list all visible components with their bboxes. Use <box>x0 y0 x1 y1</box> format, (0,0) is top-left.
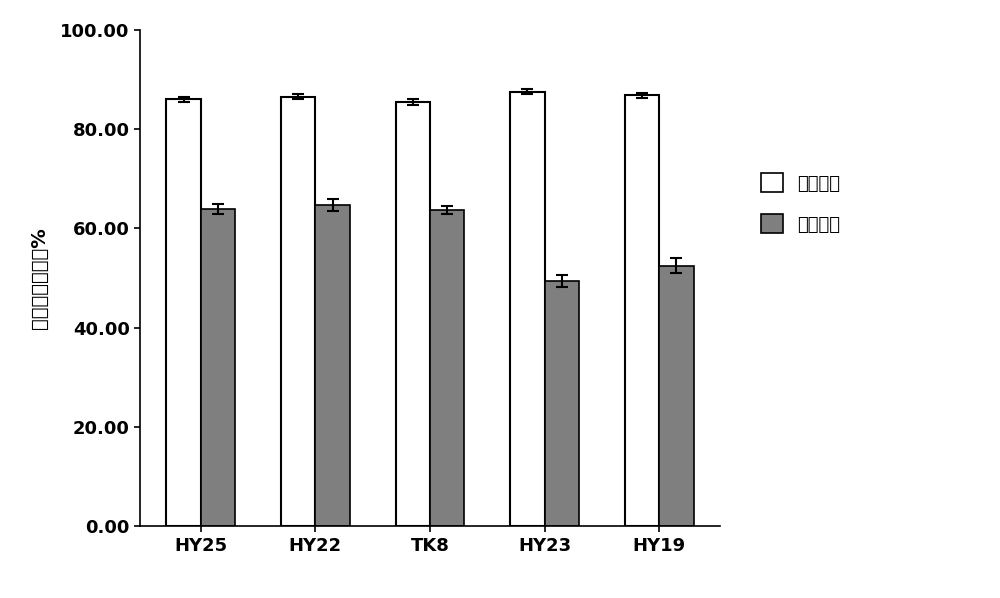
Bar <box>545 280 579 526</box>
Y-axis label: 叶片相对含水量%: 叶片相对含水量% <box>30 227 49 329</box>
Bar <box>315 205 350 526</box>
Bar <box>430 209 464 526</box>
Bar <box>510 92 545 526</box>
Bar <box>201 209 235 526</box>
Bar <box>166 99 201 526</box>
Bar <box>625 96 659 526</box>
Bar <box>396 102 430 526</box>
Legend: 正常供水, 干旱胁迫: 正常供水, 干旱胁迫 <box>752 164 849 243</box>
Bar <box>659 266 694 526</box>
Bar <box>281 97 315 526</box>
